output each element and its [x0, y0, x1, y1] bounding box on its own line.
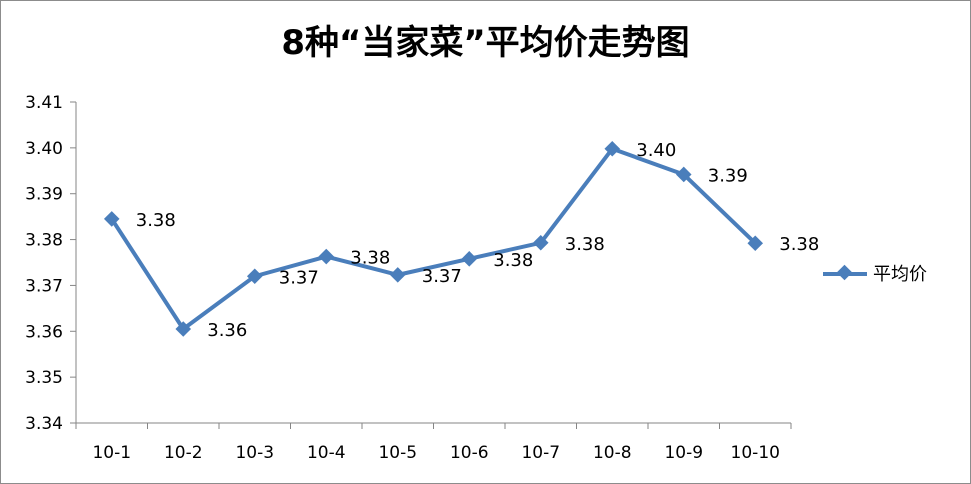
y-tick-label: 3.40 — [25, 139, 63, 159]
x-tick-label: 10-2 — [164, 443, 203, 463]
data-label: 3.40 — [636, 140, 676, 161]
data-label: 3.37 — [279, 267, 319, 288]
data-label: 3.36 — [207, 320, 247, 341]
data-label: 3.38 — [136, 210, 176, 231]
y-tick-label: 3.34 — [25, 414, 63, 434]
x-tick-label: 10-3 — [235, 443, 274, 463]
data-point-marker — [389, 267, 406, 283]
legend: 平均价 — [823, 260, 927, 286]
data-point-marker — [747, 235, 764, 252]
x-tick-label: 10-5 — [378, 443, 417, 463]
data-label: 3.38 — [350, 248, 390, 269]
y-tick-label: 3.36 — [25, 322, 63, 342]
legend-label: 平均价 — [873, 264, 927, 285]
x-tick-label: 10-6 — [450, 443, 489, 463]
data-point-marker — [461, 251, 478, 267]
y-tick-label: 3.35 — [25, 368, 63, 388]
data-point-marker — [675, 166, 692, 183]
data-label: 3.38 — [565, 234, 605, 255]
x-tick-label: 10-4 — [307, 443, 346, 463]
x-tick-label: 10-10 — [731, 443, 780, 463]
series-line — [110, 146, 757, 331]
data-point-marker — [318, 248, 335, 265]
data-label: 3.39 — [708, 165, 748, 186]
y-tick-label: 3.41 — [25, 93, 63, 113]
y-tick-label: 3.39 — [25, 185, 63, 205]
data-label: 3.37 — [422, 266, 462, 287]
data-label: 3.38 — [493, 250, 533, 271]
data-point-marker — [604, 140, 621, 157]
y-tick-label: 3.37 — [25, 276, 63, 296]
legend-line-marker-icon — [823, 263, 867, 283]
data-point-marker — [175, 321, 192, 337]
x-tick-label: 10-9 — [664, 443, 703, 463]
x-tick-label: 10-7 — [521, 443, 560, 463]
data-point-marker — [103, 211, 120, 227]
chart-title: 8种“当家菜”平均价走势图 — [281, 23, 690, 63]
y-tick-label: 3.38 — [25, 231, 63, 251]
data-point-marker — [532, 235, 549, 251]
x-tick-label: 10-8 — [593, 443, 632, 463]
data-label: 3.38 — [779, 234, 819, 255]
x-tick-label: 10-1 — [92, 443, 131, 463]
